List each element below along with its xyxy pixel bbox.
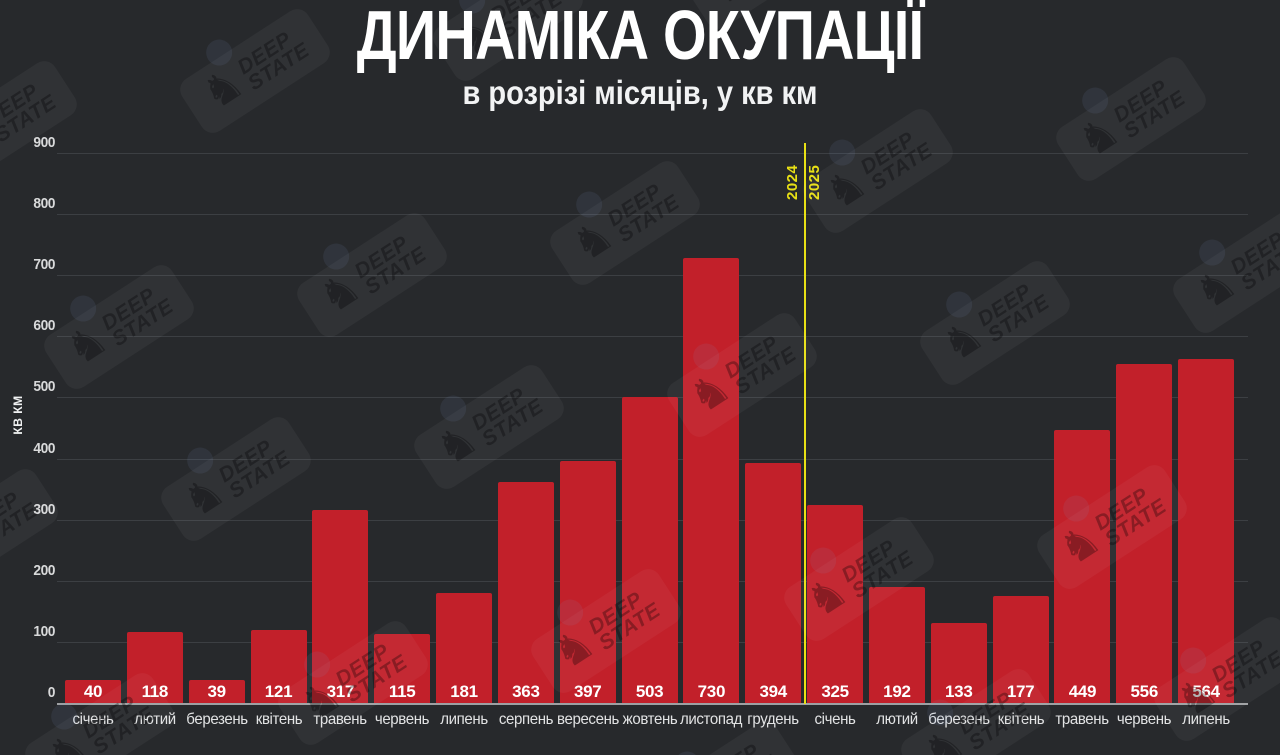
x-label-13-лютий: лютий (876, 711, 918, 728)
x-label-3-квітень: квітень (255, 711, 302, 728)
x-label-16-травень: травень (1055, 711, 1110, 728)
x-label-0-січень: січень (72, 711, 114, 728)
gridline-900 (57, 153, 1248, 154)
bar-8-вересень (559, 461, 616, 704)
y-tick-0: 0 (47, 684, 56, 701)
x-label-11-грудень: грудень (747, 711, 800, 728)
bar-value-18: 564 (1192, 682, 1220, 701)
bar-value-16: 449 (1068, 682, 1097, 701)
y-tick-800: 800 (33, 195, 55, 213)
x-label-5-червень: червень (375, 711, 430, 728)
bar-14-березень (930, 622, 987, 704)
bar-value-0: 40 (83, 682, 103, 701)
x-label-17-червень: червень (1117, 711, 1172, 728)
x-label-15-квітень: квітень (997, 711, 1044, 728)
bar-2-березень (188, 680, 245, 704)
chart-subtitle: в розрізі місяців, у кв км (462, 74, 818, 111)
x-label-1-лютий: лютий (134, 711, 176, 728)
bar-value-17: 556 (1130, 682, 1159, 701)
x-label-6-липень: липень (440, 711, 488, 728)
bar-value-2: 39 (207, 682, 227, 701)
x-label-8-вересень: вересень (556, 711, 619, 728)
bar-value-1: 118 (141, 682, 169, 701)
bar-12-січень (807, 505, 864, 704)
bar-15-квітень (992, 595, 1049, 704)
y-tick-900: 900 (33, 134, 55, 151)
bar-value-7: 363 (512, 682, 540, 701)
y-tick-300: 300 (33, 500, 55, 518)
x-label-4-травень: травень (313, 711, 368, 728)
bar-value-15: 177 (1006, 682, 1035, 701)
bar-value-10: 730 (697, 682, 726, 701)
y-tick-700: 700 (33, 256, 55, 274)
bar-10-листопад (683, 257, 740, 704)
x-label-18-липень: липень (1182, 711, 1230, 728)
gridline-800 (57, 214, 1248, 216)
year-divider-line (804, 143, 806, 704)
x-label-10-листопад: листопад (680, 711, 743, 728)
bar-value-9: 503 (635, 682, 664, 701)
bar-9-жовтень (621, 396, 678, 704)
bar-value-5: 115 (388, 682, 416, 701)
y-tick-400: 400 (33, 439, 55, 457)
bar-18-липень (1178, 359, 1235, 704)
year-label-2024: 2024 (784, 164, 801, 200)
bar-0-січень (65, 679, 121, 704)
bar-13-лютий (868, 586, 925, 704)
bar-4-травень (312, 510, 369, 704)
y-tick-100: 100 (33, 622, 55, 640)
bar-value-4: 317 (326, 682, 355, 701)
x-label-14-березень: березень (928, 711, 990, 728)
x-axis-line (57, 703, 1248, 705)
bar-value-14: 133 (945, 682, 973, 701)
bar-value-13: 192 (883, 682, 911, 701)
bar-3-квітень (250, 630, 307, 704)
bar-value-12: 325 (821, 682, 849, 701)
bar-value-6: 181 (450, 682, 478, 701)
chart-title: ДИНАМІКА ОКУПАЦІЇ (356, 0, 924, 74)
year-label-2025: 2025 (806, 164, 823, 200)
gridline-700 (57, 275, 1248, 277)
bar-value-8: 397 (573, 682, 602, 701)
y-tick-500: 500 (33, 378, 55, 396)
y-axis-title: КВ КМ (11, 395, 25, 435)
bar-11-грудень (745, 463, 802, 704)
bar-7-серпень (497, 482, 554, 704)
bar-value-11: 394 (759, 682, 788, 701)
y-tick-600: 600 (33, 317, 55, 335)
x-label-9-жовтень: жовтень (622, 711, 677, 728)
gridline-600 (57, 336, 1248, 338)
bar-1-лютий (126, 631, 183, 704)
bar-value-3: 121 (264, 682, 293, 701)
bar-16-травень (1054, 429, 1111, 704)
bar-5-червень (374, 633, 431, 704)
x-label-7-серпень: серпень (498, 711, 554, 728)
x-label-2-березень: березень (185, 711, 248, 728)
bar-6-липень (436, 593, 493, 704)
y-tick-200: 200 (33, 561, 55, 579)
x-label-12-січень: січень (814, 711, 856, 728)
bar-17-червень (1116, 364, 1173, 704)
